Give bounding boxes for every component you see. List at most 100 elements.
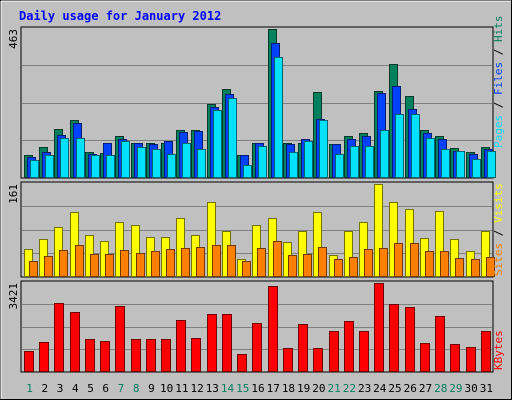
legend-hits-files-pages-part-0: Pages [492,115,505,148]
bar-kbytes-day-26 [405,307,415,372]
bar-pages-day-8 [137,147,146,178]
x-tick-label-day-17: 17 [267,382,280,395]
legend-hits-files-pages-part-1: / [492,95,505,115]
legend-kbytes-part-0: KBytes [492,330,505,370]
x-tick-label-day-8: 8 [133,382,140,395]
bar-sites-day-18 [288,255,297,277]
kbytes-ymax-label: 3421 [7,283,20,310]
x-tick-label-day-10: 10 [160,382,173,395]
bar-kbytes-day-12 [191,338,201,372]
bar-sites-day-12 [196,247,205,277]
x-tick-label-day-12: 12 [190,382,203,395]
bar-kbytes-day-29 [450,344,460,372]
bar-pages-day-16 [258,146,267,178]
bar-sites-day-17 [273,241,282,277]
bar-kbytes-day-24 [374,283,384,372]
bar-pages-day-10 [167,154,176,178]
x-tick-label-day-20: 20 [312,382,325,395]
chart-title: Daily usage for January 2012 [19,9,221,23]
x-tick-label-day-25: 25 [388,382,401,395]
x-tick-label-day-22: 22 [343,382,356,395]
bar-visits-day-13 [207,202,216,277]
bar-sites-day-10 [166,249,175,277]
bar-pages-day-30 [472,159,481,178]
bar-pages-day-14 [228,98,237,178]
bar-sites-day-14 [227,245,236,277]
bar-pages-day-27 [426,138,435,178]
legend-hits-files-pages: Pages / Files / Hits [492,16,505,149]
x-tick-label-day-14: 14 [221,382,235,395]
bar-pages-day-13 [213,110,222,178]
bar-kbytes-day-23 [359,331,369,372]
legend-hits-files-pages-part-3: / [492,42,505,62]
bar-pages-day-12 [197,149,206,178]
bar-kbytes-day-5 [85,339,95,372]
bar-pages-day-6 [106,155,115,178]
bar-pages-day-17 [274,57,283,178]
bar-pages-day-7 [121,141,130,178]
bar-visits-day-4 [70,212,79,277]
legend-hits-files-pages-part-2: Files [492,62,505,95]
legend-sites-visits-part-0: Sites [492,243,505,276]
kbytes-panel: 3421 [7,280,494,373]
x-tick-label-day-11: 11 [175,382,188,395]
bar-pages-day-5 [91,155,100,178]
bar-sites-day-29 [455,258,464,277]
bar-kbytes-day-19 [298,324,308,372]
x-tick-label-day-28: 28 [434,382,447,395]
bar-kbytes-day-9 [146,339,156,372]
bar-sites-day-3 [59,250,68,277]
bar-pages-day-22 [350,146,359,178]
bar-kbytes-day-18 [283,348,293,372]
bar-pages-day-3 [60,138,69,178]
bar-sites-day-7 [120,250,129,277]
bar-pages-day-29 [456,151,465,178]
bar-sites-day-26 [410,243,419,277]
x-tick-label-day-5: 5 [87,382,94,395]
bar-sites-day-20 [318,247,327,277]
hits-files-pages-panel: 463 [7,26,496,179]
bar-kbytes-day-21 [329,331,339,372]
bar-sites-day-11 [181,248,190,277]
bar-kbytes-day-8 [131,339,141,372]
bar-kbytes-day-11 [176,320,186,372]
bar-sites-day-13 [212,245,221,277]
bar-kbytes-day-22 [344,321,354,372]
bar-visits-day-11 [176,218,185,277]
x-tick-label-day-2: 2 [42,382,49,395]
x-tick-label-day-24: 24 [373,382,387,395]
bar-pages-day-15 [243,165,252,178]
bar-kbytes-day-14 [222,314,232,372]
legend-hits-files-pages-part-4: Hits [492,16,505,43]
legend-sites-visits-part-2: Visits [492,183,505,223]
bar-visits-day-20 [313,212,322,277]
bar-sites-day-16 [257,248,266,277]
x-tick-label-day-18: 18 [282,382,295,395]
bar-visits-day-31 [481,231,490,277]
bar-kbytes-day-25 [389,304,399,372]
bar-pages-day-11 [182,143,191,178]
bar-sites-day-9 [151,251,160,277]
bar-sites-day-27 [425,251,434,277]
bar-kbytes-day-20 [313,348,323,372]
hits-files-pages-ymax-label: 463 [7,29,20,49]
bar-pages-day-18 [289,152,298,178]
bar-kbytes-day-31 [481,331,491,372]
bar-visits-day-8 [131,225,140,277]
bar-kbytes-day-3 [54,303,64,372]
bar-sites-day-22 [349,257,358,277]
bar-sites-day-21 [334,259,343,277]
bar-pages-day-4 [76,138,85,178]
legend-sites-visits-part-1: / [492,223,505,243]
bar-kbytes-day-17 [268,286,278,372]
bar-visits-day-7 [115,222,124,277]
bar-visits-day-28 [435,211,444,277]
bar-sites-day-30 [471,259,480,277]
bar-sites-day-24 [379,248,388,277]
x-tick-label-day-3: 3 [57,382,64,395]
bar-pages-day-23 [365,146,374,178]
bar-kbytes-day-10 [161,339,171,372]
bar-kbytes-day-28 [435,316,445,372]
bar-sites-day-4 [75,245,84,277]
